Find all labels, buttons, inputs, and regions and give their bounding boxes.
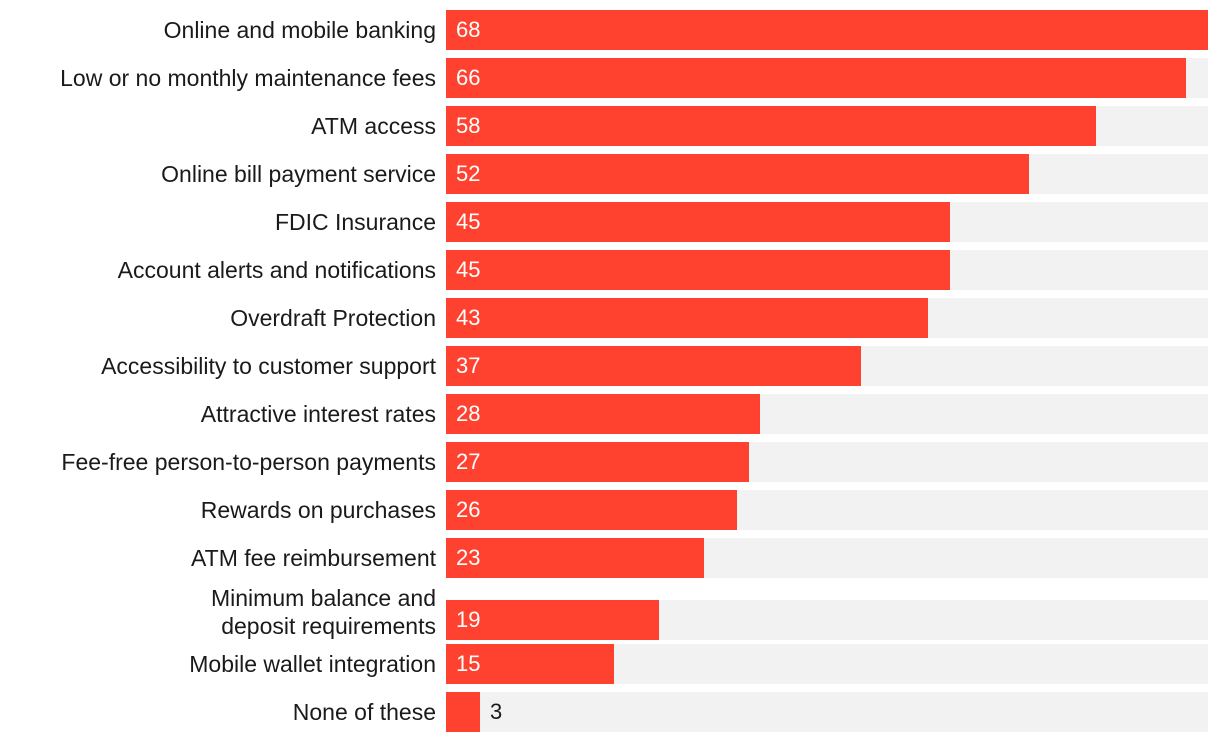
bar	[446, 644, 614, 684]
bar	[446, 202, 950, 242]
bar	[446, 490, 737, 530]
category-label: Fee-free person-to-person payments	[61, 449, 436, 475]
value-label: 45	[456, 209, 481, 234]
bar	[446, 600, 659, 640]
bar	[446, 692, 480, 732]
bar	[446, 106, 1096, 146]
category-label: ATM access	[311, 113, 436, 139]
category-label: Online bill payment service	[161, 161, 436, 187]
category-label: Account alerts and notifications	[117, 257, 436, 283]
category-label: Online and mobile banking	[163, 17, 436, 43]
value-label: 23	[456, 545, 481, 570]
category-label: FDIC Insurance	[274, 209, 436, 235]
category-label: Attractive interest rates	[200, 401, 436, 427]
value-label: 52	[456, 161, 481, 186]
value-label: 19	[456, 607, 481, 632]
bar	[446, 58, 1186, 98]
bar	[446, 346, 861, 386]
bar	[446, 538, 704, 578]
value-label: 15	[456, 651, 481, 676]
category-label: Rewards on purchases	[200, 497, 436, 523]
value-label: 3	[490, 699, 503, 724]
category-label: Low or no monthly maintenance fees	[60, 65, 436, 91]
value-label: 68	[456, 17, 481, 42]
category-label: Mobile wallet integration	[189, 651, 436, 677]
value-label: 45	[456, 257, 481, 282]
value-label: 26	[456, 497, 481, 522]
bar	[446, 394, 760, 434]
bar-track	[446, 692, 1208, 732]
category-label: Minimum balance and deposit requirements	[210, 585, 436, 639]
bar	[446, 10, 1208, 50]
value-label: 28	[456, 401, 481, 426]
category-label: Overdraft Protection	[230, 305, 436, 331]
bar	[446, 250, 950, 290]
category-label: ATM fee reimbursement	[191, 545, 436, 571]
category-label: Accessibility to customer support	[101, 353, 436, 379]
category-label: None of these	[292, 699, 436, 725]
bar	[446, 154, 1029, 194]
bar	[446, 442, 749, 482]
value-label: 66	[456, 65, 481, 90]
value-label: 43	[456, 305, 481, 330]
value-label: 27	[456, 449, 481, 474]
value-label: 37	[456, 353, 481, 378]
bar	[446, 298, 928, 338]
value-label: 58	[456, 113, 481, 138]
